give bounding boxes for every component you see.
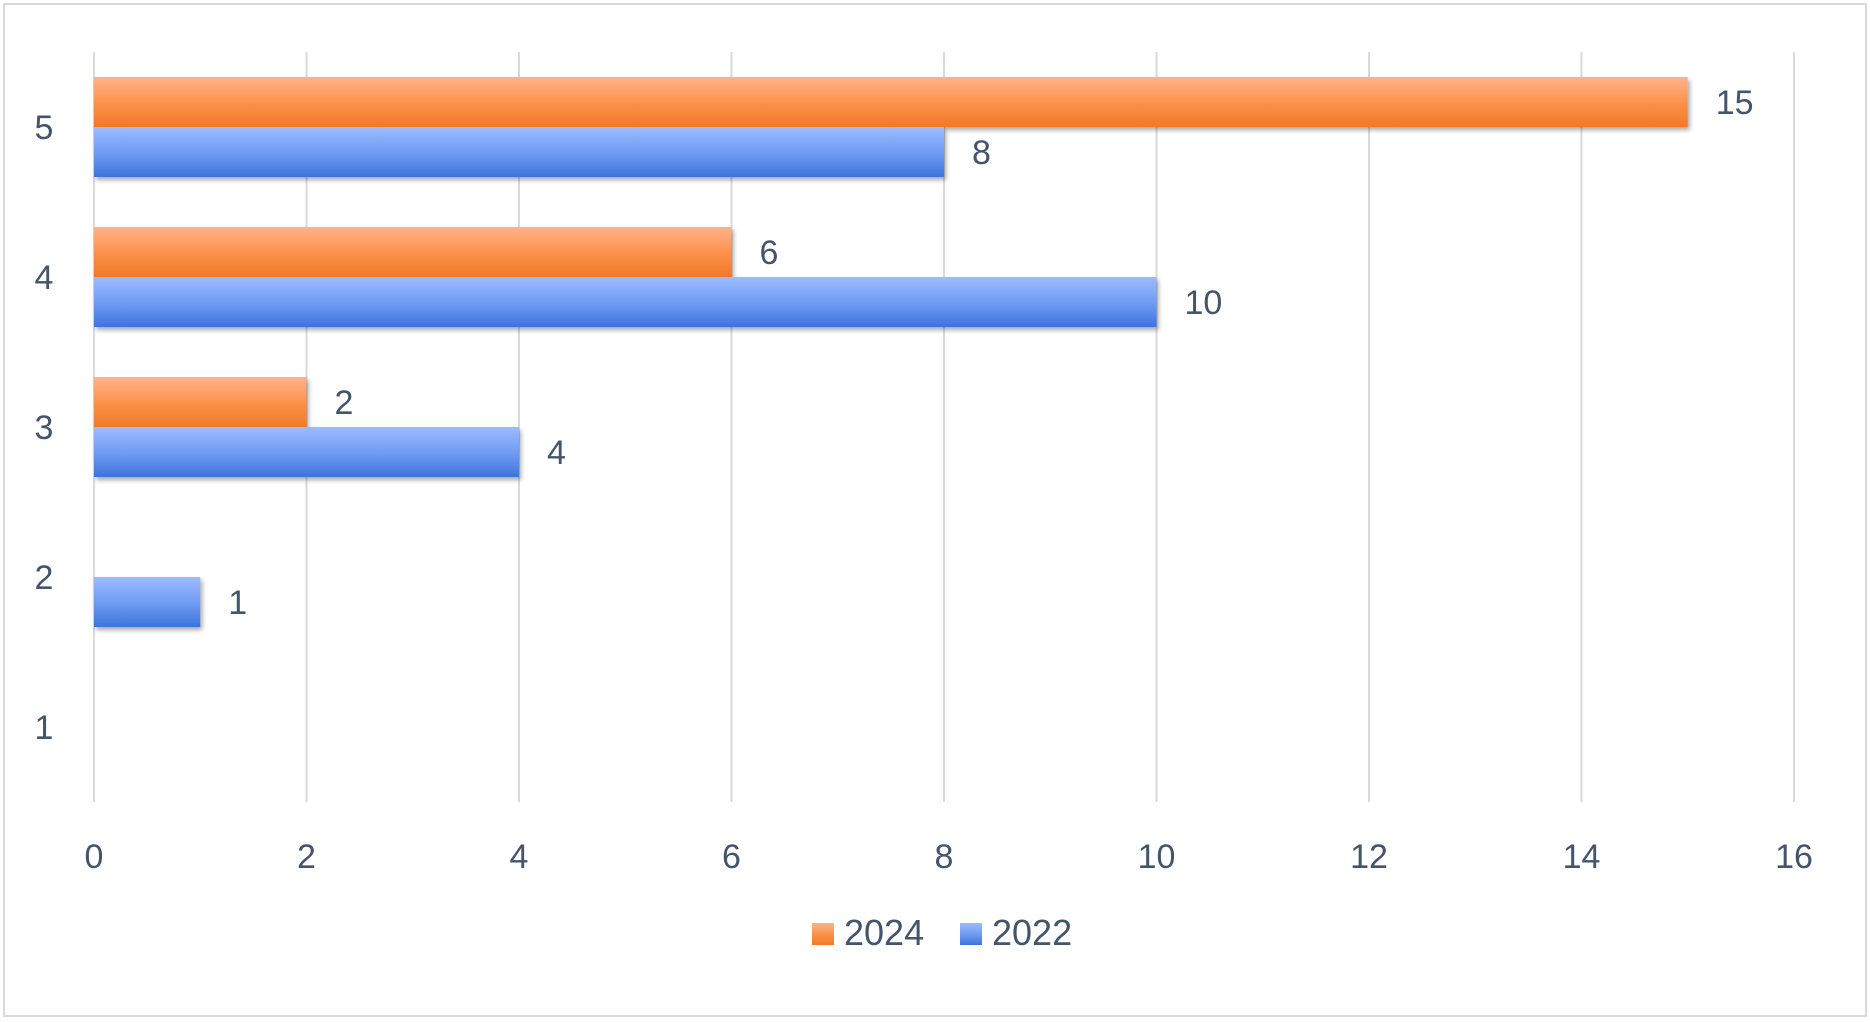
bar-2022-cat-5: [94, 127, 944, 177]
y-category-label: 3: [35, 409, 54, 447]
legend-swatch-2024: [812, 923, 834, 945]
bar-2024-cat-5: [94, 77, 1688, 127]
bars: [94, 77, 1688, 627]
data-label-2022-cat-3: 4: [547, 434, 566, 472]
data-labels: 1 2 4 6 10 15 8: [228, 84, 1753, 622]
y-category-label: 4: [35, 259, 54, 297]
y-category-label: 5: [35, 109, 54, 147]
x-tick-label: 16: [1775, 838, 1813, 876]
data-label-2024-cat-3: 2: [335, 384, 354, 422]
x-tick-label: 10: [1138, 838, 1176, 876]
x-tick-label: 14: [1563, 838, 1601, 876]
y-category-label: 1: [35, 709, 54, 747]
legend-label-2024: 2024: [844, 912, 924, 953]
x-tick-label: 2: [297, 838, 316, 876]
bar-2022-cat-4: [94, 277, 1157, 327]
x-tick-label: 12: [1350, 838, 1388, 876]
data-label-2022-cat-5: 8: [972, 134, 991, 172]
data-label-2022-cat-2: 1: [228, 584, 247, 622]
legend: 2024 2022: [812, 912, 1072, 953]
data-label-2024-cat-5: 15: [1716, 84, 1754, 122]
bar-2022-cat-3: [94, 427, 519, 477]
x-tick-label: 8: [935, 838, 954, 876]
data-label-2024-cat-4: 6: [760, 234, 779, 272]
x-tick-label: 0: [85, 838, 104, 876]
legend-label-2022: 2022: [992, 912, 1072, 953]
bar-2022-cat-2: [94, 577, 201, 627]
x-tick-label: 6: [722, 838, 741, 876]
y-category-label: 2: [35, 559, 54, 597]
x-tick-label: 4: [510, 838, 529, 876]
bar-2024-cat-3: [94, 377, 307, 427]
bar-2024-cat-4: [94, 227, 732, 277]
legend-swatch-2022: [960, 923, 982, 945]
data-label-2022-cat-4: 10: [1185, 284, 1223, 322]
